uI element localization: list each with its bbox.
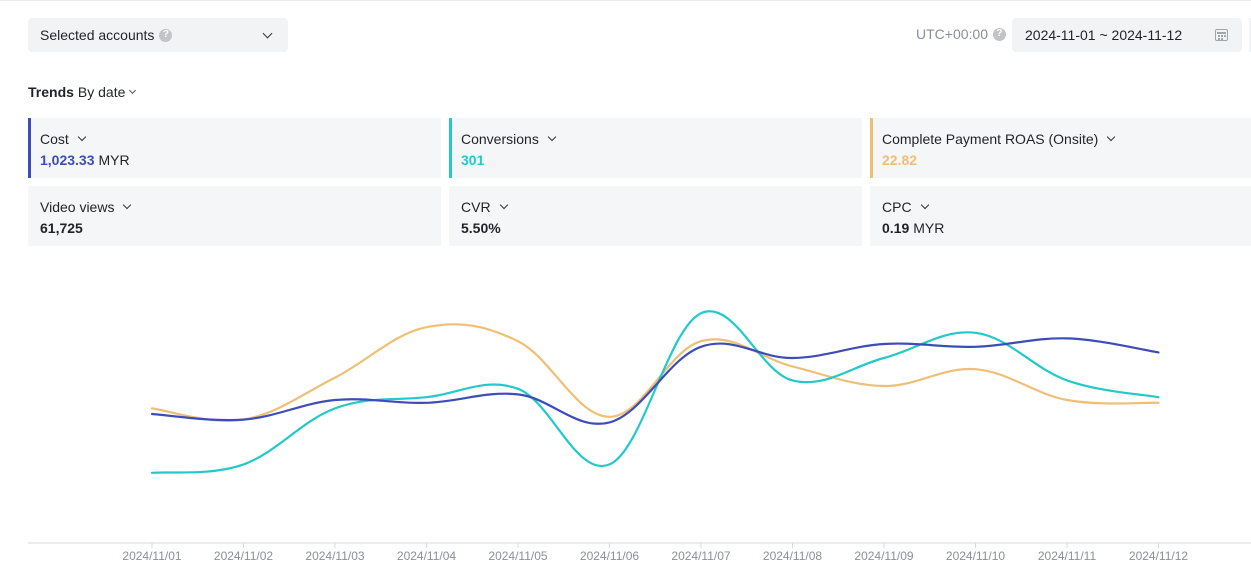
x-tick-label: 2024/11/12 (1129, 549, 1188, 563)
chevron-down-icon (262, 28, 273, 39)
metric-card-cvr[interactable]: CVR 5.50% (449, 186, 862, 246)
metric-label: Cost (40, 131, 69, 147)
chevron-down-icon[interactable] (1107, 132, 1116, 142)
x-tick-label: 2024/11/10 (946, 549, 1005, 563)
x-tick-label: 2024/11/09 (854, 549, 913, 563)
metric-card-video-views[interactable]: Video views 61,725 (28, 186, 441, 246)
trends-title: Trends (28, 84, 74, 100)
metric-card-cpc[interactable]: CPC 0.19 MYR (870, 186, 1251, 246)
metric-label: Video views (40, 199, 115, 215)
x-tick-label: 2024/11/06 (580, 549, 639, 563)
metric-label: Conversions (461, 131, 539, 147)
account-select-label: Selected accounts (40, 27, 155, 43)
series-line-cost (150, 337, 1160, 425)
metric-card-cost[interactable]: Cost 1,023.33 MYR (28, 118, 441, 178)
metric-label: Complete Payment ROAS (Onsite) (882, 131, 1099, 147)
metric-unit: MYR (98, 152, 130, 168)
next-control-edge (1249, 18, 1251, 52)
metric-value: 0.19 (882, 220, 910, 236)
x-tick-label: 2024/11/02 (214, 549, 273, 563)
chevron-down-icon[interactable] (547, 132, 557, 142)
trends-mode-select[interactable]: Trends By date (28, 84, 137, 100)
metric-value: 1,023.33 (40, 152, 95, 168)
trend-chart: 2024/11/01 2024/11/02 2024/11/03 2024/11/04… (28, 310, 1251, 563)
x-tick-label: 2024/11/07 (671, 549, 730, 563)
timezone-indicator: UTC+00:00 ? (916, 26, 1006, 42)
metric-unit: MYR (913, 220, 945, 236)
calendar-icon (1215, 29, 1228, 41)
date-range-value: 2024-11-01 ~ 2024-11-12 (1025, 27, 1183, 43)
x-tick-label: 2024/11/05 (488, 549, 547, 563)
series-line-conversions (150, 310, 1160, 474)
account-select[interactable]: Selected accounts ? (28, 18, 288, 52)
chevron-down-icon[interactable] (77, 132, 87, 142)
metric-value: 22.82 (882, 152, 918, 168)
help-icon[interactable]: ? (159, 28, 173, 42)
metric-label: CPC (882, 199, 912, 215)
top-divider (0, 0, 1251, 1)
metric-label: CVR (461, 199, 491, 215)
metric-card-conversions[interactable]: Conversions 301 (449, 118, 862, 178)
series-line-complete-payment-roas-onsite (150, 323, 1160, 422)
x-tick-label: 2024/11/01 (122, 549, 181, 563)
trends-mode: By date (77, 84, 126, 100)
chevron-down-icon[interactable] (499, 200, 508, 210)
timezone-help-icon[interactable]: ? (992, 27, 1006, 41)
chevron-down-icon (129, 86, 137, 95)
metric-value: 61,725 (40, 220, 83, 236)
date-range-picker[interactable]: 2024-11-01 ~ 2024-11-12 (1012, 18, 1242, 52)
x-tick-label: 2024/11/08 (763, 549, 822, 563)
timezone-label: UTC+00:00 (916, 26, 988, 42)
chevron-down-icon[interactable] (920, 200, 929, 210)
x-tick-label: 2024/11/04 (397, 549, 456, 563)
metric-value: 301 (461, 152, 485, 168)
x-tick-label: 2024/11/11 (1038, 549, 1097, 563)
metric-card-roas[interactable]: Complete Payment ROAS (Onsite) 22.82 (870, 118, 1251, 178)
chevron-down-icon[interactable] (123, 200, 132, 210)
x-tick-label: 2024/11/03 (305, 549, 364, 563)
metric-value: 5.50% (461, 220, 501, 236)
